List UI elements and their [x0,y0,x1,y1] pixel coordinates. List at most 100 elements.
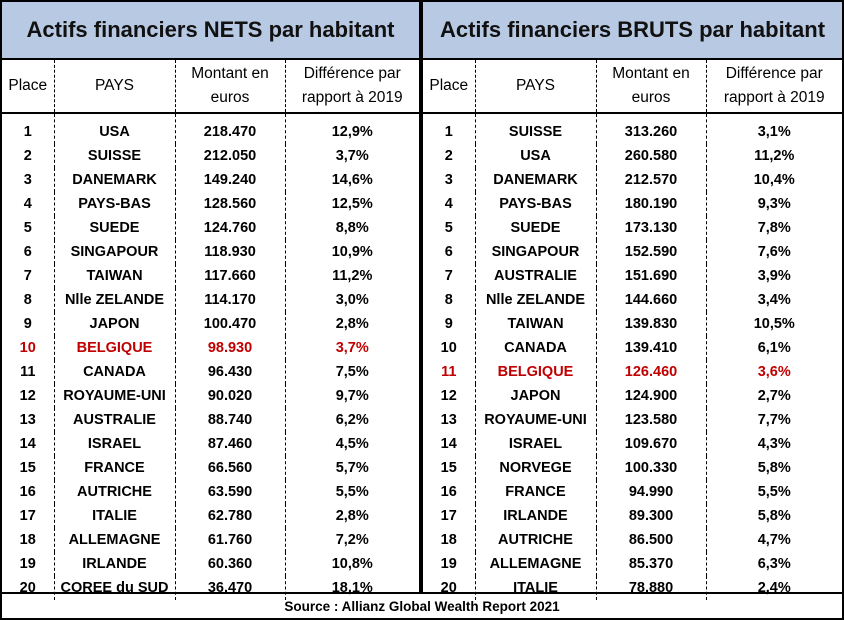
net-assets-title: Actifs financiers NETS par habitant [2,2,419,60]
difference-cell: 4,7% [705,528,842,552]
place-cell: 6 [23,244,32,260]
place-cell: 15 [19,460,36,476]
table-row: 20 COREE du SUD 36.470 18,1% [2,576,419,600]
place-cell: 1 [444,124,453,140]
table-row: 12 JAPON 124.900 2,7% [423,384,842,408]
amount-cell: 123.580 [595,408,706,432]
gross-assets-panel: Actifs financiers BRUTS par habitant Pla… [421,0,844,600]
country-cell: CANADA [53,360,175,384]
table-row: 10 BELGIQUE 98.930 3,7% [2,336,419,360]
difference-cell: 5,5% [705,480,842,504]
table-row: 10 CANADA 139.410 6,1% [423,336,842,360]
difference-cell: 3,4% [705,288,842,312]
country-cell: Nlle ZELANDE [53,288,175,312]
amount-cell: 212.570 [595,168,706,192]
header-place: Place [423,60,475,114]
table-row: 3 DANEMARK 212.570 10,4% [423,168,842,192]
difference-cell: 9,7% [284,384,419,408]
place-cell: 17 [19,508,36,524]
country-cell: SUISSE [53,144,175,168]
difference-cell: 3,0% [284,288,419,312]
place-cell: 18 [19,532,36,548]
table-row: 13 ROYAUME-UNI 123.580 7,7% [423,408,842,432]
country-cell: ROYAUME-UNI [53,384,175,408]
country-cell: SUEDE [53,216,175,240]
country-cell: AUTRICHE [53,480,175,504]
amount-cell: 124.900 [595,384,706,408]
difference-cell: 2,4% [705,576,842,600]
place-cell: 14 [440,436,457,452]
place-cell: 20 [19,580,36,596]
amount-cell: 139.410 [595,336,706,360]
amount-cell: 128.560 [174,192,285,216]
place-cell: 11 [20,364,36,380]
difference-cell: 11,2% [284,264,419,288]
difference-cell: 10,5% [705,312,842,336]
table-row: 6 SINGAPOUR 118.930 10,9% [2,240,419,264]
table-row: 2 SUISSE 212.050 3,7% [2,144,419,168]
amount-cell: 63.590 [174,480,285,504]
table-header-row: Place PAYS Montant en euros Différence p… [423,60,842,114]
country-cell: ROYAUME-UNI [474,408,596,432]
place-cell: 13 [440,412,457,428]
place-cell: 20 [440,580,457,596]
amount-cell: 151.690 [595,264,706,288]
country-cell: ISRAEL [474,432,596,456]
country-cell: FRANCE [53,456,175,480]
country-cell: SINGAPOUR [53,240,175,264]
difference-cell: 7,5% [284,360,419,384]
table-row: 8 Nlle ZELANDE 114.170 3,0% [2,288,419,312]
place-cell: 2 [23,148,32,164]
table-row: 19 IRLANDE 60.360 10,8% [2,552,419,576]
table-row: 11 BELGIQUE 126.460 3,6% [423,360,842,384]
net-assets-panel: Actifs financiers NETS par habitant Plac… [0,0,421,600]
table-row: 7 AUSTRALIE 151.690 3,9% [423,264,842,288]
table-row: 17 ITALIE 62.780 2,8% [2,504,419,528]
table-row: 11 CANADA 96.430 7,5% [2,360,419,384]
country-cell: SUISSE [474,113,596,144]
difference-cell: 10,8% [284,552,419,576]
difference-cell: 10,4% [705,168,842,192]
amount-cell: 87.460 [174,432,285,456]
amount-cell: 89.300 [595,504,706,528]
place-cell: 5 [23,220,32,236]
table-row: 15 NORVEGE 100.330 5,8% [423,456,842,480]
table-row: 16 FRANCE 94.990 5,5% [423,480,842,504]
amount-cell: 149.240 [174,168,285,192]
difference-cell: 4,3% [705,432,842,456]
difference-cell: 9,3% [705,192,842,216]
table-row: 5 SUEDE 124.760 8,8% [2,216,419,240]
place-cell: 15 [440,460,457,476]
place-cell: 7 [444,268,453,284]
place-cell: 19 [19,556,36,572]
difference-cell: 3,1% [705,113,842,144]
amount-cell: 212.050 [174,144,285,168]
country-cell: ALLEMAGNE [474,552,596,576]
table-row: 4 PAYS-BAS 180.190 9,3% [423,192,842,216]
difference-cell: 3,9% [705,264,842,288]
difference-cell: 2,8% [284,312,419,336]
table-row: 12 ROYAUME-UNI 90.020 9,7% [2,384,419,408]
difference-cell: 3,7% [284,336,419,360]
place-cell: 8 [23,292,32,308]
country-cell: COREE du SUD [53,576,175,600]
table-row: 13 AUSTRALIE 88.740 6,2% [2,408,419,432]
table-row: 1 USA 218.470 12,9% [2,113,419,144]
difference-cell: 3,6% [705,360,842,384]
difference-cell: 3,7% [284,144,419,168]
amount-cell: 218.470 [174,113,285,144]
country-cell: ITALIE [53,504,175,528]
header-montant: Montant en euros [595,60,706,114]
country-cell: JAPON [53,312,175,336]
country-cell: BELGIQUE [474,360,596,384]
amount-cell: 124.760 [174,216,285,240]
country-cell: IRLANDE [53,552,175,576]
amount-cell: 62.780 [174,504,285,528]
amount-cell: 109.670 [595,432,706,456]
table-row: 2 USA 260.580 11,2% [423,144,842,168]
table-row: 1 SUISSE 313.260 3,1% [423,113,842,144]
amount-cell: 85.370 [595,552,706,576]
difference-cell: 12,5% [284,192,419,216]
place-cell: 11 [441,364,457,380]
